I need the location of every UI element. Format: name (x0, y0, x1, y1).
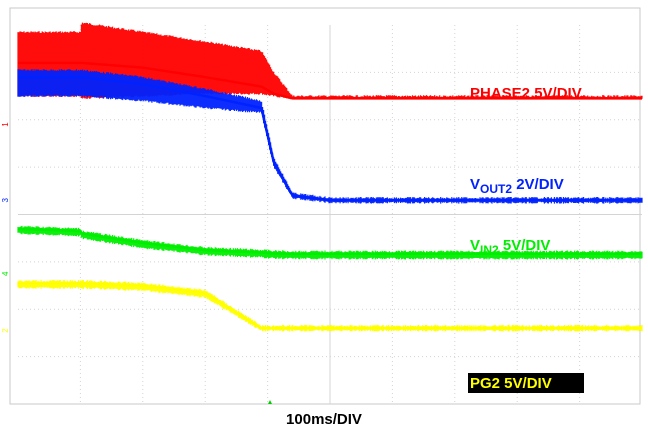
vout2-label: VOUT2 2V/DIV (470, 176, 564, 196)
channel-markers: 1 3 4 2 (1, 122, 10, 333)
pg2-channel-marker: 2 (1, 328, 10, 333)
vin2-trace (17, 227, 642, 256)
vout2-trace (18, 75, 642, 202)
x-axis-label: 100ms/DIV (286, 411, 362, 428)
waveform-traces (17, 22, 643, 332)
phase2-label: PHASE2 5V/DIV (470, 85, 582, 102)
pg2-label: PG2 5V/DIV (470, 375, 552, 392)
phase2-channel-marker: 1 (1, 122, 10, 127)
vin2-series (17, 225, 643, 260)
vout2-channel-marker: 3 (1, 198, 10, 203)
vout2-series (17, 69, 643, 204)
phase2-trace (18, 61, 642, 100)
phase2-series (17, 22, 643, 100)
trigger-position-marker (268, 400, 272, 404)
pg2-label-background (468, 373, 584, 393)
pg2-series (17, 279, 643, 332)
pg2-trace (18, 281, 642, 330)
vin2-label: VIN2 5V/DIV (470, 237, 550, 257)
vin2-channel-marker: 4 (1, 271, 10, 276)
channel-labels: PHASE2 5V/DIV VOUT2 2V/DIV VIN2 5V/DIV PG2 … (468, 85, 584, 393)
